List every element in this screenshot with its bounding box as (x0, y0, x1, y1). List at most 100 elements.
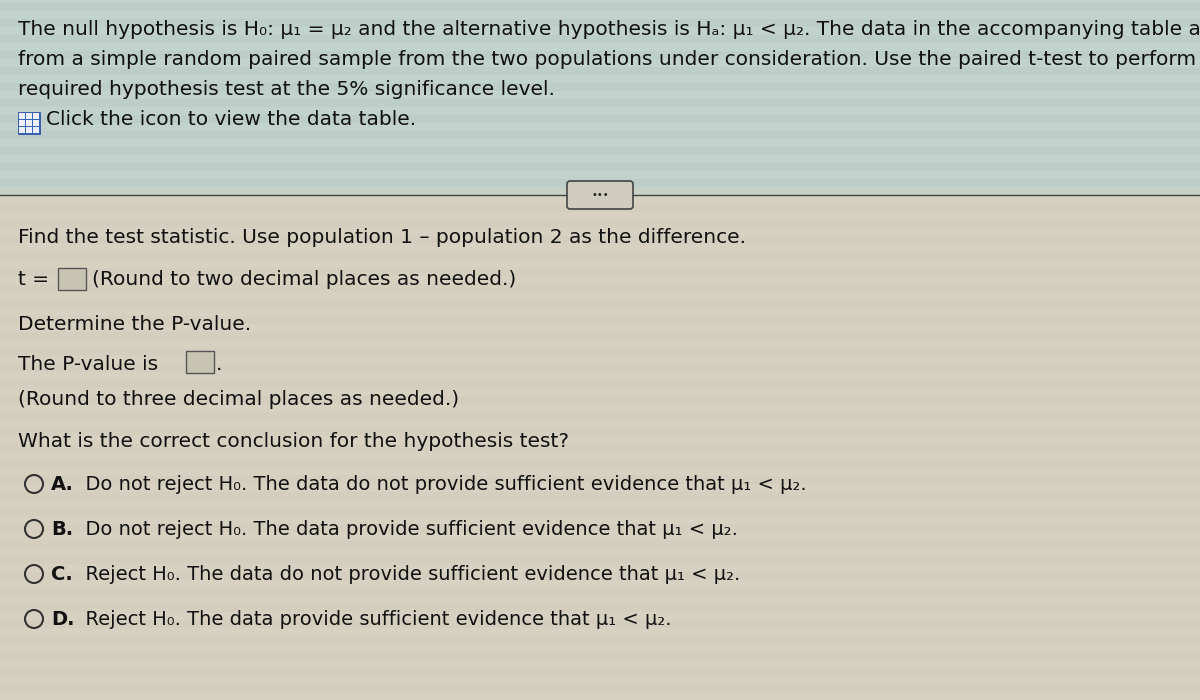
Bar (0, 500, 1200, 508)
Bar (0, 468, 1200, 476)
Bar (0, 91, 1200, 99)
Bar (0, 620, 1200, 628)
Bar (0, 187, 1200, 195)
Bar (0, 268, 1200, 276)
Bar (0, 51, 1200, 59)
Bar (0, 604, 1200, 612)
Bar (0, 11, 1200, 19)
Text: What is the correct conclusion for the hypothesis test?: What is the correct conclusion for the h… (18, 432, 569, 451)
Bar (0, 147, 1200, 155)
Bar (0, 59, 1200, 67)
Text: C.: C. (50, 565, 73, 584)
Bar (0, 171, 1200, 179)
Bar (34, 120, 40, 126)
Bar (0, 476, 1200, 484)
Bar (0, 532, 1200, 540)
Bar (0, 364, 1200, 372)
Bar (0, 220, 1200, 228)
Bar (0, 195, 1200, 700)
Bar (0, 420, 1200, 428)
Bar (18, 112, 40, 134)
Bar (0, 131, 1200, 139)
Text: (Round to two decimal places as needed.): (Round to two decimal places as needed.) (92, 270, 516, 289)
Bar (0, 484, 1200, 492)
Bar (0, 0, 1200, 3)
Bar (0, 123, 1200, 131)
Text: (Round to three decimal places as needed.): (Round to three decimal places as needed… (18, 390, 460, 409)
Bar (0, 19, 1200, 27)
Bar (0, 644, 1200, 652)
Bar (0, 508, 1200, 516)
Bar (0, 236, 1200, 244)
Bar (0, 3, 1200, 11)
FancyBboxPatch shape (568, 181, 634, 209)
Text: Reject H₀. The data provide sufficient evidence that μ₁ < μ₂.: Reject H₀. The data provide sufficient e… (73, 610, 672, 629)
Bar (19, 113, 24, 118)
Bar (0, 692, 1200, 700)
Bar (0, 228, 1200, 236)
Bar (0, 636, 1200, 644)
Bar (0, 115, 1200, 123)
Bar (19, 127, 24, 133)
Bar (0, 548, 1200, 556)
Text: from a simple random paired sample from the two populations under consideration.: from a simple random paired sample from … (18, 50, 1200, 69)
Text: Determine the P-value.: Determine the P-value. (18, 315, 251, 334)
Bar (0, 396, 1200, 404)
Bar (0, 284, 1200, 292)
Bar (0, 35, 1200, 43)
Text: t =: t = (18, 270, 49, 289)
Bar (0, 252, 1200, 260)
Bar (0, 276, 1200, 284)
Bar (0, 348, 1200, 356)
Bar (0, 428, 1200, 436)
Bar (0, 260, 1200, 268)
Bar (0, 179, 1200, 187)
Bar (0, 628, 1200, 636)
Bar (0, 67, 1200, 75)
Bar (0, 596, 1200, 604)
Text: The P-value is: The P-value is (18, 355, 158, 374)
Bar (0, 356, 1200, 364)
Text: Do not reject H₀. The data do not provide sufficient evidence that μ₁ < μ₂.: Do not reject H₀. The data do not provid… (73, 475, 806, 494)
Bar (0, 524, 1200, 532)
Bar (0, 556, 1200, 564)
Bar (0, 540, 1200, 548)
Text: •••: ••• (592, 190, 608, 200)
Text: Reject H₀. The data do not provide sufficient evidence that μ₁ < μ₂.: Reject H₀. The data do not provide suffi… (73, 565, 740, 584)
Text: The null hypothesis is H₀: μ₁ = μ₂ and the alternative hypothesis is Hₐ: μ₁ < μ₂: The null hypothesis is H₀: μ₁ = μ₂ and t… (18, 20, 1200, 39)
Text: Click the icon to view the data table.: Click the icon to view the data table. (46, 110, 416, 129)
Bar (0, 139, 1200, 147)
Bar (0, 412, 1200, 420)
Bar (0, 292, 1200, 300)
Bar (0, 212, 1200, 220)
Bar (0, 652, 1200, 660)
Bar (0, 460, 1200, 468)
Bar (0, 244, 1200, 252)
Bar (0, 572, 1200, 580)
Text: Find the test statistic. Use population 1 – population 2 as the difference.: Find the test statistic. Use population … (18, 228, 746, 247)
Bar (0, 660, 1200, 668)
Bar (0, 43, 1200, 51)
Bar (58, 268, 86, 290)
Bar (0, 300, 1200, 308)
Bar (0, 83, 1200, 91)
Bar (0, 492, 1200, 500)
Text: A.: A. (50, 475, 74, 494)
Bar (0, 340, 1200, 348)
Bar (0, 676, 1200, 684)
Bar (0, 564, 1200, 572)
Bar (0, 163, 1200, 171)
Bar (0, 388, 1200, 396)
Bar (0, 316, 1200, 324)
Bar (34, 127, 40, 133)
Bar (0, 380, 1200, 388)
Bar (26, 113, 32, 118)
Bar (0, 668, 1200, 676)
Bar (0, 27, 1200, 35)
Bar (0, 75, 1200, 83)
Text: .: . (216, 355, 222, 374)
Bar (0, 99, 1200, 107)
Bar (0, 188, 1200, 196)
Bar (26, 120, 32, 126)
Bar (0, 516, 1200, 524)
